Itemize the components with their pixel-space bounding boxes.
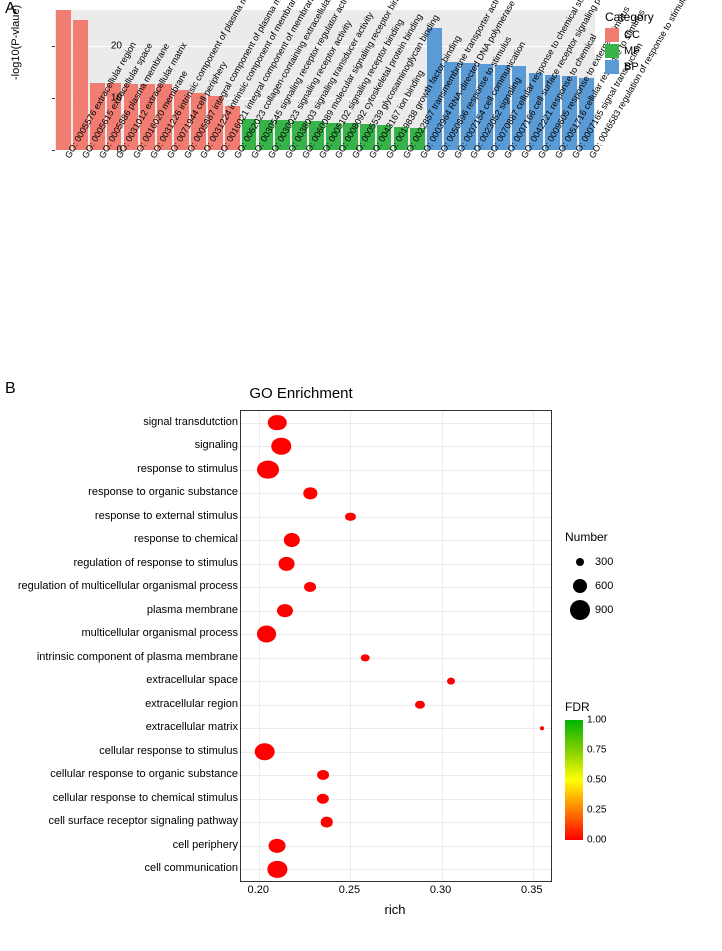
panel-a-legend: Category CC MF BP bbox=[605, 10, 654, 76]
panel-b-y-tick: cell communication bbox=[3, 862, 238, 874]
bubble bbox=[284, 533, 300, 547]
legend-fdr-tick: 0.50 bbox=[587, 775, 606, 786]
bubble bbox=[345, 512, 355, 521]
legend-label: MF bbox=[624, 45, 640, 57]
legend-number-item: 300 bbox=[565, 550, 613, 574]
legend-fdr-tick: 1.00 bbox=[587, 715, 606, 726]
dot-plot-area bbox=[240, 410, 552, 882]
legend-fdr-tick: 0.25 bbox=[587, 805, 606, 816]
panel-b-y-tick: extracellular matrix bbox=[3, 721, 238, 733]
panel-b-y-tick: response to chemical bbox=[3, 533, 238, 545]
panel-b-y-tick: plasma membrane bbox=[3, 604, 238, 616]
panel-b-y-tick: cellular response to organic substance bbox=[3, 768, 238, 780]
panel-b-y-tick: response to external stimulus bbox=[3, 510, 238, 522]
bar bbox=[56, 10, 71, 150]
panel-b-x-tick: 0.25 bbox=[339, 884, 360, 896]
bubble bbox=[278, 557, 295, 571]
bubble bbox=[268, 861, 287, 877]
bubble bbox=[268, 415, 286, 431]
legend-number-label: 600 bbox=[595, 580, 613, 592]
bubble bbox=[271, 438, 291, 455]
panel-a-y-tick: 20 bbox=[77, 41, 122, 52]
legend-number-label: 900 bbox=[595, 604, 613, 616]
fdr-color-bar: 1.000.750.500.250.00 bbox=[565, 720, 583, 840]
panel-b-legend-fdr: FDR 1.000.750.500.250.00 bbox=[565, 700, 590, 840]
legend-circle-icon bbox=[576, 558, 584, 566]
panel-b-legend-number-title: Number bbox=[565, 530, 613, 544]
bubble bbox=[304, 582, 316, 592]
panel-b-legend-fdr-title: FDR bbox=[565, 700, 590, 714]
panel-b-y-tick: extracellular space bbox=[3, 674, 238, 686]
legend-circle-icon bbox=[570, 600, 590, 620]
panel-a-legend-item: BP bbox=[605, 60, 654, 74]
panel-b-y-tick: response to stimulus bbox=[3, 463, 238, 475]
bubble bbox=[257, 626, 277, 643]
bubble bbox=[361, 654, 370, 661]
bubble bbox=[317, 770, 329, 780]
panel-b-y-tick: intrinsic component of plasma membrane bbox=[3, 651, 238, 663]
legend-fdr-tick: 0.75 bbox=[587, 745, 606, 756]
panel-b-y-tick: regulation of response to stimulus bbox=[3, 557, 238, 569]
panel-a-y-axis-label: -log10(P-vlaue) bbox=[10, 5, 22, 80]
legend-label: BP bbox=[624, 61, 639, 73]
panel-b-y-tick: multicellular organismal process bbox=[3, 627, 238, 639]
bubble bbox=[254, 743, 275, 761]
figure: A -log10(P-vlaue) 01020 GO: 0005576 extr… bbox=[0, 0, 722, 950]
panel-b-y-tick: signal transdutction bbox=[3, 416, 238, 428]
bubble bbox=[320, 817, 333, 828]
panel-b-y-tick: signaling bbox=[3, 439, 238, 451]
panel-b-y-tick: cell surface receptor signaling pathway bbox=[3, 815, 238, 827]
panel-a-legend-title: Category bbox=[605, 10, 654, 24]
panel-a-legend-item: CC bbox=[605, 28, 654, 42]
legend-circle-icon bbox=[573, 579, 587, 593]
panel-b-x-axis-label: rich bbox=[240, 902, 550, 917]
legend-swatch bbox=[605, 60, 619, 74]
bubble bbox=[415, 700, 425, 709]
panel-b-y-tick: cellular response to chemical stimulus bbox=[3, 792, 238, 804]
legend-number-item: 900 bbox=[565, 598, 613, 622]
panel-b-y-tick: response to organic substance bbox=[3, 486, 238, 498]
bubble bbox=[304, 488, 317, 499]
legend-swatch bbox=[605, 28, 619, 42]
bubble bbox=[540, 727, 544, 730]
panel-b-y-tick: cellular response to stimulus bbox=[3, 745, 238, 757]
panel-b-title: GO Enrichment bbox=[0, 385, 662, 402]
legend-number-label: 300 bbox=[595, 556, 613, 568]
bubble bbox=[317, 794, 329, 804]
legend-fdr-tick: 0.00 bbox=[587, 835, 606, 846]
panel-a: A -log10(P-vlaue) 01020 GO: 0005576 extr… bbox=[0, 0, 722, 380]
bubble bbox=[257, 460, 279, 479]
panel-b-x-tick: 0.35 bbox=[521, 884, 542, 896]
bubble bbox=[447, 678, 455, 685]
legend-number-item: 600 bbox=[565, 574, 613, 598]
legend-label: CC bbox=[624, 29, 640, 41]
panel-b-y-tick: cell periphery bbox=[3, 839, 238, 851]
panel-b-y-tick: regulation of multicellular organismal p… bbox=[3, 580, 238, 592]
bubble bbox=[269, 839, 286, 853]
bubble bbox=[277, 604, 293, 618]
panel-b-x-tick: 0.30 bbox=[430, 884, 451, 896]
panel-b-y-tick: extracellular region bbox=[3, 698, 238, 710]
panel-b: B GO Enrichment signal transdutctionsign… bbox=[0, 380, 722, 950]
panel-a-legend-item: MF bbox=[605, 44, 654, 58]
panel-b-x-tick: 0.20 bbox=[248, 884, 269, 896]
legend-swatch bbox=[605, 44, 619, 58]
panel-b-legend-number: Number 300 600 900 bbox=[565, 530, 613, 622]
